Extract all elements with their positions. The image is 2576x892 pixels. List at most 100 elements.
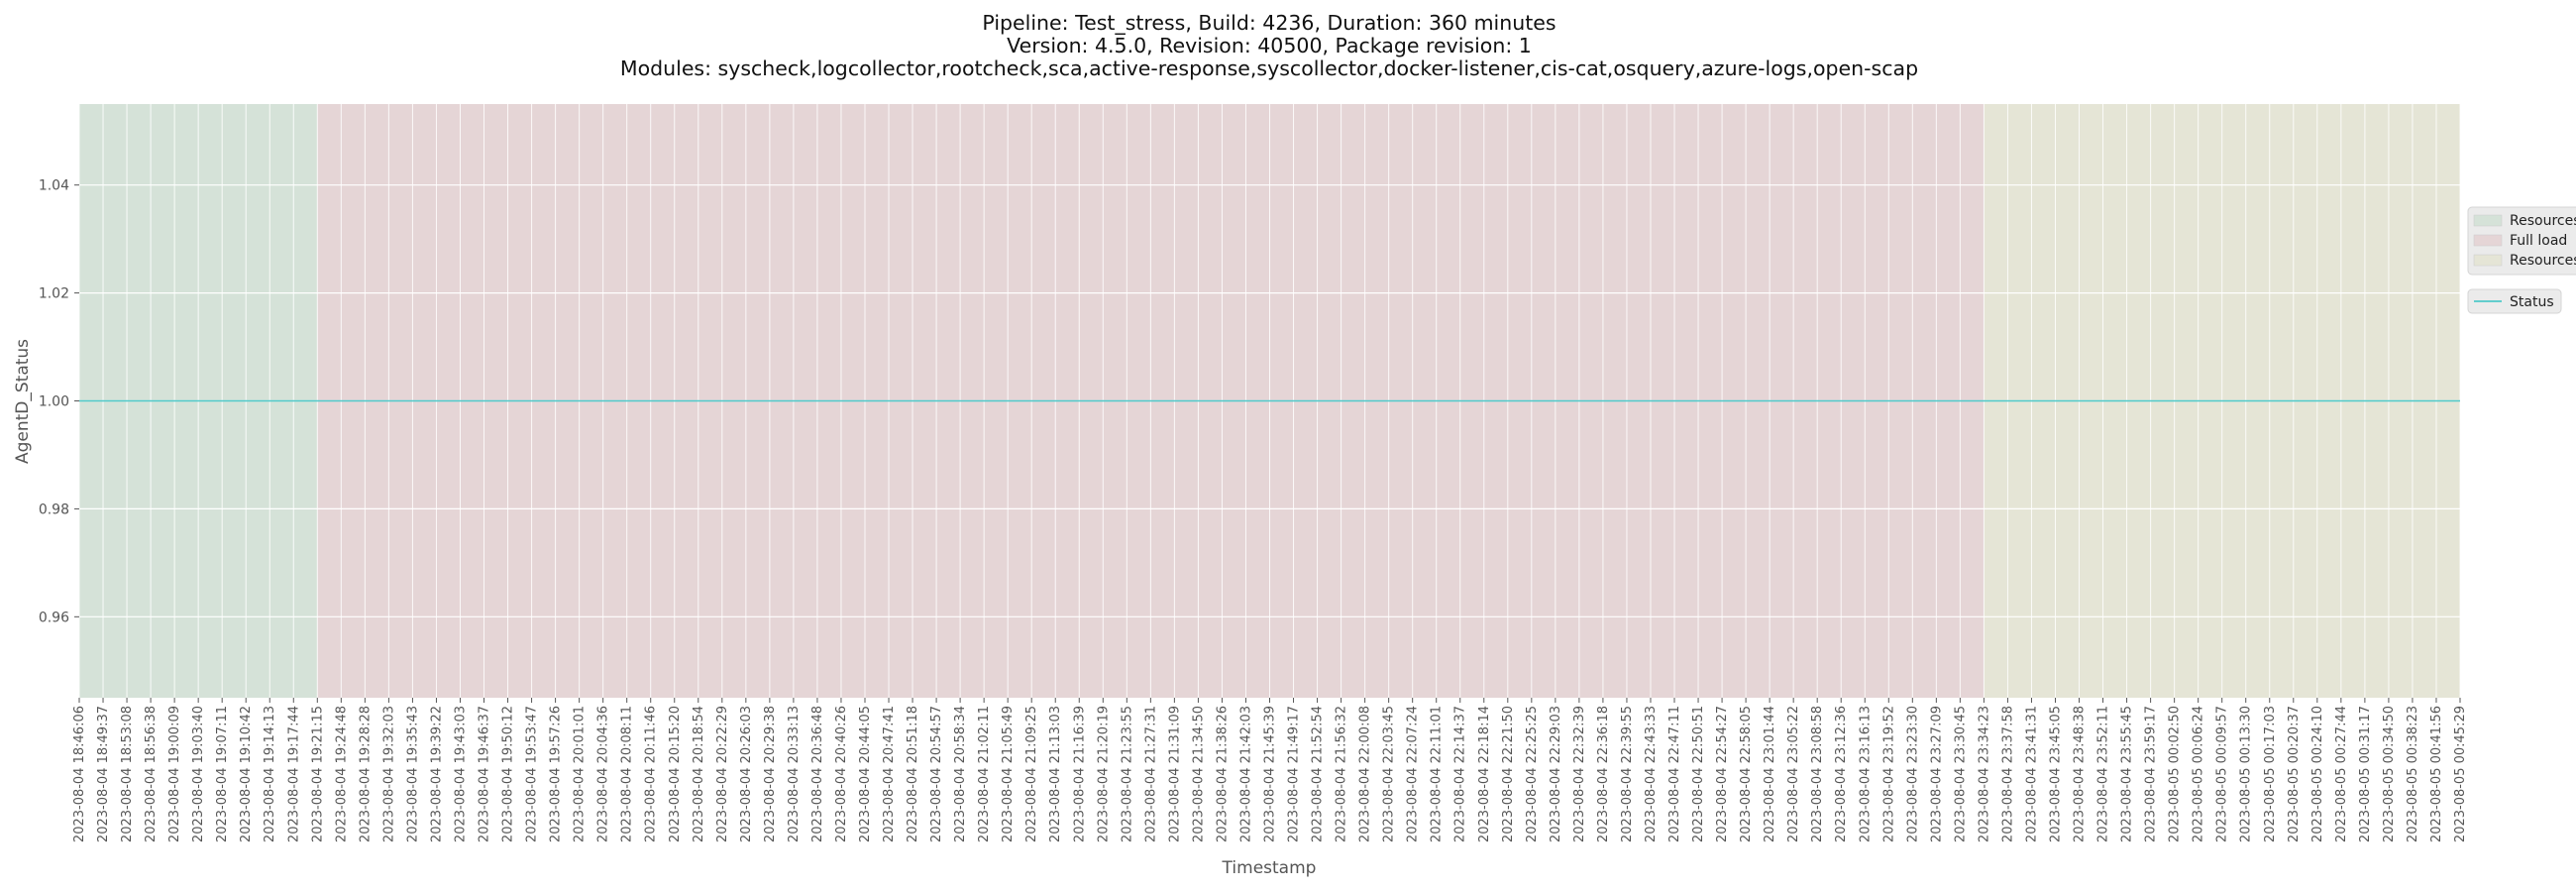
x-tick-label: 2023-08-04 21:16:39 [1072, 706, 1087, 842]
y-tick-label: 1.04 [39, 178, 69, 194]
legend-label-status: Status [2510, 294, 2554, 310]
x-tick-label: 2023-08-04 22:32:39 [1572, 706, 1587, 842]
x-tick-label: 2023-08-04 21:49:17 [1287, 706, 1302, 842]
x-axis-label: Timestamp [1222, 858, 1317, 878]
x-tick-label: 2023-08-04 23:12:36 [1834, 706, 1849, 842]
x-tick-label: 2023-08-04 19:35:43 [405, 706, 420, 842]
x-tick-label: 2023-08-04 22:36:18 [1596, 706, 1611, 842]
x-tick-label: 2023-08-04 20:44:05 [858, 706, 873, 842]
x-tick-label: 2023-08-04 22:25:25 [1525, 706, 1540, 842]
x-tick-label: 2023-08-04 22:07:24 [1406, 706, 1421, 842]
x-tick-label: 2023-08-04 19:53:47 [525, 706, 540, 842]
y-tick-label: 1.02 [39, 286, 69, 302]
y-tick-label: 0.98 [39, 502, 69, 517]
x-tick-label: 2023-08-04 20:33:13 [787, 706, 802, 842]
x-tick-label: 2023-08-05 00:45:29 [2453, 706, 2468, 842]
x-tick-label: 2023-08-04 23:23:30 [1905, 706, 1920, 842]
title-line-1: Pipeline: Test_stress, Build: 4236, Dura… [982, 11, 1556, 36]
x-tick-label: 2023-08-04 22:29:03 [1549, 706, 1563, 842]
x-tick-label: 2023-08-04 22:21:50 [1501, 706, 1516, 842]
legend-label-2: Resources [2510, 253, 2576, 269]
x-tick-label: 2023-08-04 19:10:42 [239, 706, 254, 842]
x-tick-label: 2023-08-04 23:45:05 [2048, 706, 2063, 842]
x-tick-label: 2023-08-05 00:27:44 [2334, 706, 2349, 842]
x-tick-label: 2023-08-05 00:34:50 [2382, 706, 2397, 842]
x-tick-label: 2023-08-04 20:36:48 [810, 706, 825, 842]
x-tick-label: 2023-08-04 21:38:26 [1215, 706, 1230, 842]
x-tick-label: 2023-08-05 00:13:30 [2239, 706, 2254, 842]
x-tick-label: 2023-08-04 22:47:11 [1667, 706, 1682, 842]
title-line-2: Version: 4.5.0, Revision: 40500, Package… [1007, 34, 1532, 57]
legend-swatch-2 [2473, 254, 2503, 267]
x-tick-label: 2023-08-04 20:51:18 [906, 706, 920, 842]
title-line-3: Modules: syscheck,logcollector,rootcheck… [620, 56, 1918, 80]
x-tick-label: 2023-08-04 20:15:20 [668, 706, 683, 842]
chart-title: Pipeline: Test_stress, Build: 4236, Dura… [620, 11, 1918, 80]
x-tick-label: 2023-08-04 18:56:38 [144, 706, 159, 842]
x-tick-label: 2023-08-04 22:03:45 [1382, 706, 1397, 842]
x-tick-label: 2023-08-04 22:43:33 [1644, 706, 1659, 842]
legend: Resources Full load Resources Status [2467, 206, 2576, 314]
x-tick-label: 2023-08-04 22:11:01 [1430, 706, 1445, 842]
x-tick-label: 2023-08-04 23:37:58 [2000, 706, 2015, 842]
x-tick-label: 2023-08-04 23:52:11 [2096, 706, 2111, 842]
x-tick-label: 2023-08-05 00:31:17 [2358, 706, 2373, 842]
x-tick-label: 2023-08-04 19:07:11 [215, 706, 230, 842]
x-tick-label: 2023-08-04 20:11:46 [644, 706, 659, 842]
x-tick-label: 2023-08-05 00:17:03 [2263, 706, 2278, 842]
x-tick-label: 2023-08-04 18:49:37 [96, 706, 111, 842]
x-tick-label: 2023-08-05 00:06:24 [2192, 706, 2206, 842]
x-tick-label: 2023-08-04 19:46:37 [478, 706, 492, 842]
x-tick-label: 2023-08-05 00:20:37 [2287, 706, 2302, 842]
x-tick-label: 2023-08-04 22:14:37 [1453, 706, 1468, 842]
x-tick-label: 2023-08-04 20:04:36 [596, 706, 611, 842]
x-tick-label: 2023-08-04 21:45:39 [1263, 706, 1278, 842]
x-tick-label: 2023-08-04 23:01:44 [1763, 706, 1777, 842]
x-tick-label: 2023-08-05 00:38:23 [2406, 706, 2420, 842]
x-tick-label: 2023-08-04 19:21:15 [310, 706, 325, 842]
x-tick-label: 2023-08-04 20:22:29 [715, 706, 730, 842]
x-tick-label: 2023-08-04 20:18:54 [692, 706, 706, 842]
x-tick-label: 2023-08-04 21:13:03 [1048, 706, 1063, 842]
x-tick-label: 2023-08-04 19:28:28 [358, 706, 373, 842]
x-tick-label: 2023-08-04 23:59:17 [2144, 706, 2159, 842]
x-tick-label: 2023-08-05 00:02:50 [2168, 706, 2183, 842]
x-tick-label: 2023-08-04 21:20:19 [1096, 706, 1111, 842]
x-tick-label: 2023-08-04 19:32:03 [381, 706, 396, 842]
x-tick-label: 2023-08-04 21:23:55 [1120, 706, 1134, 842]
x-tick-label: 2023-08-04 21:34:50 [1191, 706, 1206, 842]
x-tick-label: 2023-08-05 00:24:10 [2310, 706, 2325, 842]
x-tick-label: 2023-08-04 22:39:55 [1620, 706, 1635, 842]
x-tick-label: 2023-08-04 22:00:08 [1358, 706, 1373, 842]
x-tick-label: 2023-08-04 20:40:26 [834, 706, 849, 842]
y-tick-label: 1.00 [39, 394, 69, 410]
legend-series-box [2467, 288, 2562, 314]
x-tick-label: 2023-08-04 23:05:22 [1786, 706, 1801, 842]
x-tick-label: 2023-08-04 23:16:13 [1858, 706, 1873, 842]
x-tick-label: 2023-08-04 21:05:49 [1001, 706, 1016, 842]
x-tick-label: 2023-08-04 19:39:22 [429, 706, 444, 842]
legend-swatch-0 [2473, 214, 2503, 227]
y-tick-label: 0.96 [39, 610, 69, 625]
y-axis-label: AgentD_Status [13, 339, 33, 464]
x-tick-label: 2023-08-04 23:55:45 [2120, 706, 2135, 842]
x-tick-label: 2023-08-04 19:14:13 [263, 706, 277, 842]
x-tick-label: 2023-08-04 20:47:41 [882, 706, 897, 842]
x-tick-label: 2023-08-04 23:27:09 [1929, 706, 1944, 842]
x-tick-label: 2023-08-04 20:29:38 [763, 706, 778, 842]
x-tick-label: 2023-08-04 21:31:09 [1167, 706, 1182, 842]
x-tick-label: 2023-08-04 19:24:48 [334, 706, 349, 842]
x-tick-label: 2023-08-04 19:03:40 [191, 706, 206, 842]
legend-label-0: Resources [2510, 213, 2576, 229]
y-axis: 0.96 0.98 1.00 1.02 1.04 [39, 178, 79, 625]
x-tick-label: 2023-08-04 21:52:54 [1311, 706, 1326, 842]
x-tick-label: 2023-08-04 20:54:57 [929, 706, 944, 842]
x-tick-label: 2023-08-04 20:01:01 [573, 706, 588, 842]
x-axis: 2023-08-04 18:46:06 2023-08-04 18:49:37 20… [72, 698, 2468, 842]
x-tick-label: 2023-08-04 22:18:14 [1477, 706, 1492, 842]
legend-label-1: Full load [2510, 233, 2567, 249]
x-tick-label: 2023-08-05 00:09:57 [2215, 706, 2230, 842]
x-tick-label: 2023-08-04 22:58:05 [1739, 706, 1754, 842]
x-tick-label: 2023-08-04 19:57:26 [549, 706, 564, 842]
